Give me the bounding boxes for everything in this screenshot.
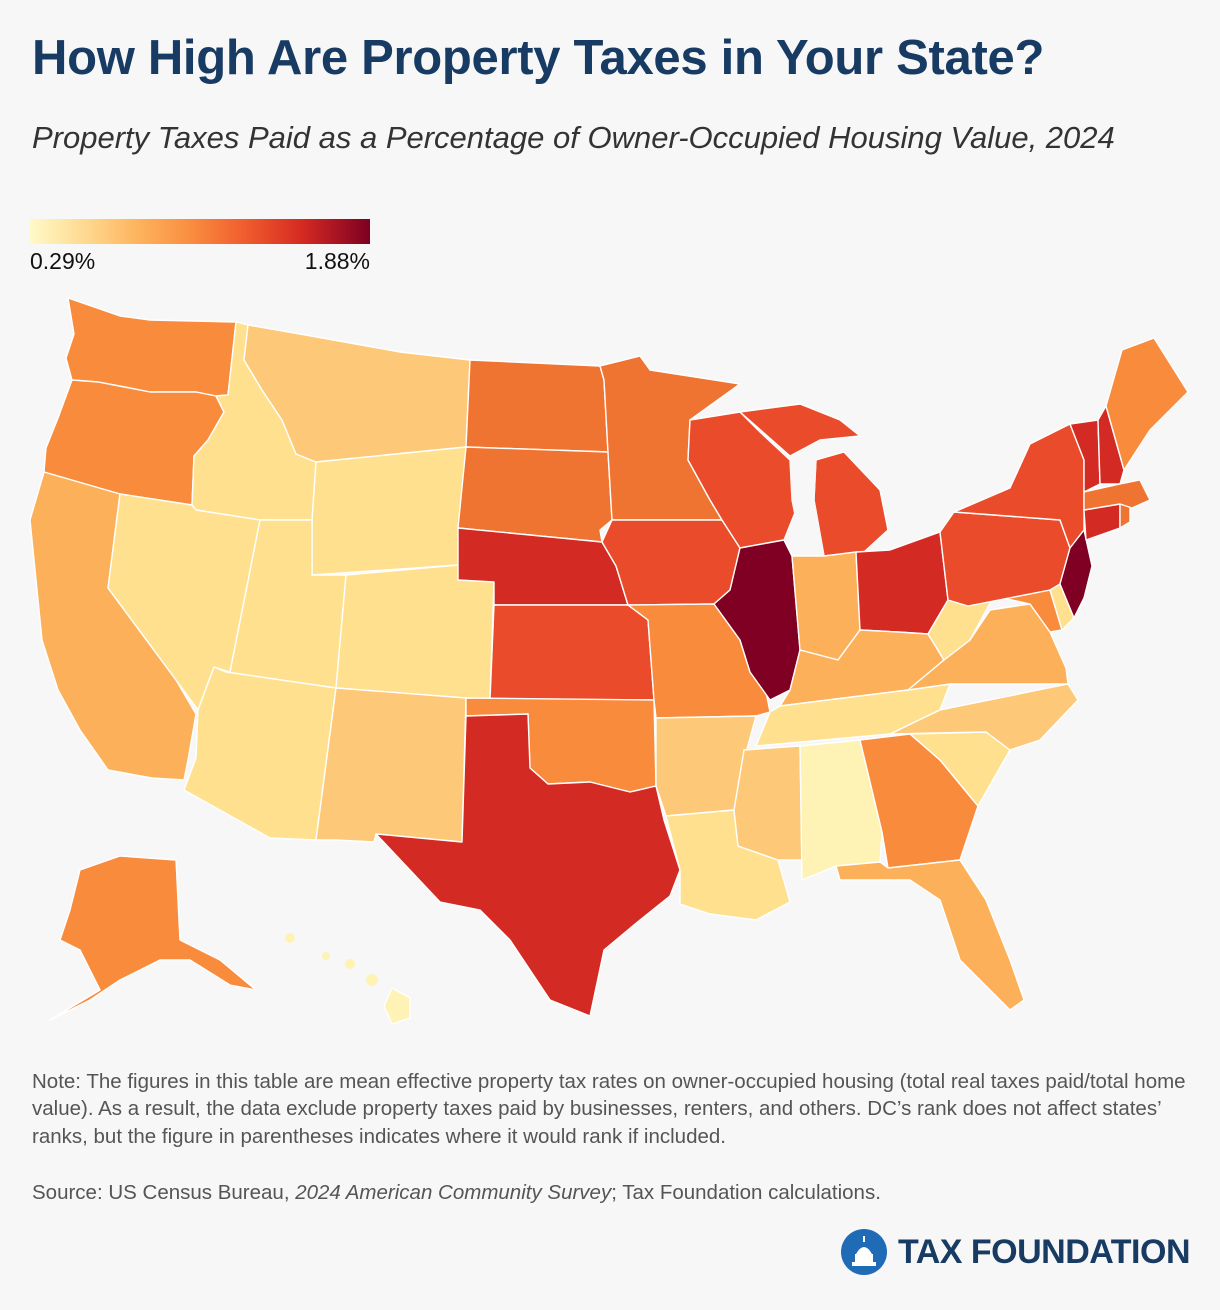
legend-gradient-bar	[30, 219, 370, 244]
state-NM[interactable]	[315, 687, 467, 843]
state-NH[interactable]	[1097, 405, 1125, 485]
state-MS[interactable]	[733, 745, 803, 861]
state-TX[interactable]	[375, 713, 681, 1017]
state-ND[interactable]	[465, 359, 609, 453]
state-TN[interactable]	[755, 683, 951, 747]
state-WY[interactable]	[311, 446, 467, 576]
state-KS[interactable]	[489, 604, 655, 701]
logo-text: TAX FOUNDATION	[897, 1232, 1191, 1271]
footnote: Note: The figures in this table are mean…	[32, 1070, 1186, 1148]
us-choropleth-map	[29, 297, 1189, 1025]
state-RI[interactable]	[1119, 503, 1131, 529]
source-prefix: Source: US Census Bureau,	[32, 1181, 296, 1204]
state-AZ[interactable]	[183, 666, 337, 841]
state-NV[interactable]	[107, 493, 261, 711]
state-VT[interactable]	[1069, 419, 1101, 493]
source-line: Source: US Census Bureau, 2024 American …	[32, 1181, 881, 1205]
state-FL[interactable]	[835, 859, 1025, 1011]
state-ME[interactable]	[1105, 337, 1189, 471]
tax-foundation-logo: TAX FOUNDATION	[840, 1228, 1191, 1276]
state-NJ[interactable]	[1059, 529, 1093, 619]
legend-min-label: 0.29%	[30, 248, 96, 274]
state-MA[interactable]	[1083, 479, 1151, 511]
state-NC[interactable]	[889, 683, 1079, 751]
map-subtitle: Property Taxes Paid as a Percentage of O…	[32, 120, 1115, 155]
state-SD[interactable]	[457, 446, 613, 543]
legend-max-label: 1.88%	[304, 248, 370, 274]
state-AK[interactable]	[49, 855, 257, 1021]
map-title: How High Are Property Taxes in Your Stat…	[32, 31, 1045, 85]
state-HI[interactable]	[285, 933, 411, 1025]
great-lakes	[789, 459, 825, 557]
source-suffix: ; Tax Foundation calculations.	[611, 1181, 881, 1204]
state-IL[interactable]	[713, 539, 801, 701]
source-survey: 2024 American Community Survey	[295, 1181, 612, 1204]
state-CO[interactable]	[335, 564, 495, 701]
color-legend: 0.29% 1.88%	[30, 219, 370, 275]
capitol-dome-icon	[840, 1229, 887, 1275]
